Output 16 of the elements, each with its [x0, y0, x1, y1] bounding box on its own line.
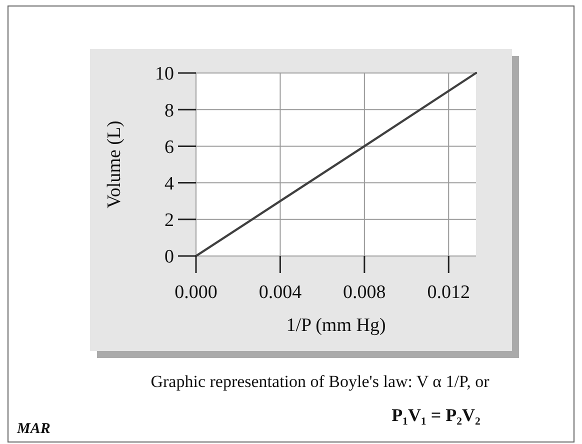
x-tick-label: 0.000: [174, 282, 218, 303]
y-tick-label: 10: [155, 64, 174, 85]
x-tick-label: 0.004: [258, 282, 302, 303]
text: MAR: [16, 421, 50, 437]
text: P₁V₁ = P₂V₂: [392, 405, 480, 425]
x-axis-title: 1/P (mm Hg): [286, 315, 386, 336]
text: Graphic representation of Boyle's law: V α 1/P, or: [150, 372, 490, 391]
y-tick-label: 6: [164, 136, 174, 158]
y-tick-label: 0: [164, 246, 174, 268]
y-tick-label: 2: [164, 210, 174, 232]
y-tick-label: 8: [164, 100, 174, 122]
line-series: [194, 72, 478, 258]
y-tick-label: 4: [164, 173, 174, 194]
x-tick-label: 0.012: [427, 282, 470, 303]
y-axis-title: Volume (L): [104, 120, 125, 208]
x-tick-label: 0.008: [343, 282, 386, 303]
